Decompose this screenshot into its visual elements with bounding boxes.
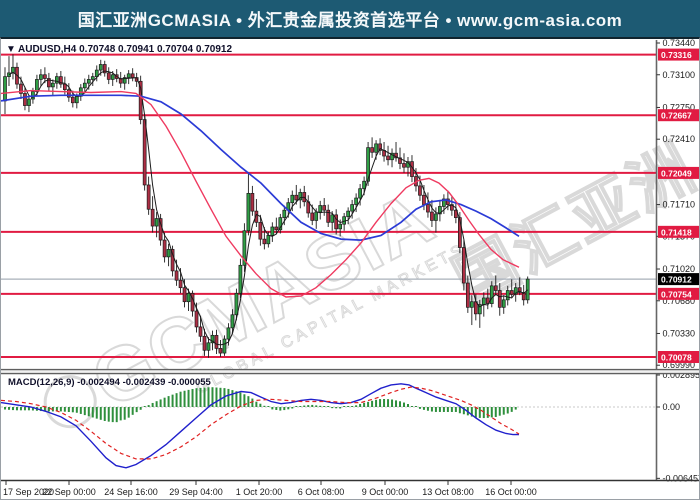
brand-banner: 国汇亚洲GCMASIA • 外汇贵金属投资首选平台 • www.gcm-asia… (0, 0, 700, 37)
svg-text:0.72750: 0.72750 (663, 102, 696, 112)
svg-text:0.73440: 0.73440 (663, 39, 696, 48)
chart-window: GCMASIA GLOBAL CAPITAL MARKETS 国汇亚洲 0.73… (0, 37, 700, 500)
svg-text:0.71020: 0.71020 (663, 264, 696, 274)
price-pane[interactable] (0, 53, 657, 359)
svg-text:0.71710: 0.71710 (663, 200, 696, 210)
macd-indicator-label: MACD(12,26,9) -0.002494 -0.002439 -0.000… (8, 377, 212, 388)
svg-text:0.70078: 0.70078 (661, 353, 692, 363)
svg-text:9 Oct 00:00: 9 Oct 00:00 (362, 487, 409, 497)
svg-text:0.00: 0.00 (663, 402, 681, 412)
svg-text:0.73316: 0.73316 (661, 50, 692, 60)
price-axis[interactable]: 0.734400.731000.727500.724100.717100.713… (655, 38, 700, 480)
brand-banner-text: 国汇亚洲GCMASIA • 外汇贵金属投资首选平台 • www.gcm-asia… (77, 11, 623, 30)
chart-canvas[interactable]: GCMASIA GLOBAL CAPITAL MARKETS 国汇亚洲 0.73… (0, 38, 700, 498)
svg-text:1 Oct 20:00: 1 Oct 20:00 (236, 487, 283, 497)
svg-text:29 Sep 04:00: 29 Sep 04:00 (169, 487, 223, 497)
svg-text:13 Oct 08:00: 13 Oct 08:00 (422, 487, 474, 497)
pane-splitter[interactable] (1, 368, 699, 375)
svg-text:0.72049: 0.72049 (661, 168, 692, 178)
svg-text:6 Oct 08:00: 6 Oct 08:00 (298, 487, 345, 497)
macd-pane[interactable]: 0.002895 0.00 -0.006457 (0, 370, 700, 483)
svg-text:16 Oct 00:00: 16 Oct 00:00 (485, 487, 537, 497)
svg-text:-0.006457: -0.006457 (663, 473, 700, 483)
svg-text:0.70754: 0.70754 (661, 289, 692, 299)
svg-text:0.71418: 0.71418 (661, 227, 692, 237)
svg-text:0.72667: 0.72667 (661, 111, 692, 121)
svg-text:0.70912: 0.70912 (661, 275, 692, 285)
svg-text:0.72410: 0.72410 (663, 134, 696, 144)
svg-text:0.69990: 0.69990 (663, 360, 696, 370)
chart-title: AUDUSD,H4 0.70748 0.70941 0.70704 0.7091… (18, 44, 232, 55)
symbol-dropdown-icon[interactable]: ▼ (6, 44, 16, 55)
svg-text:0.70680: 0.70680 (663, 296, 696, 306)
svg-text:0.73100: 0.73100 (663, 70, 696, 80)
svg-text:0.70330: 0.70330 (663, 328, 696, 338)
svg-text:22 Sep 00:00: 22 Sep 00:00 (42, 487, 96, 497)
svg-text:0.002895: 0.002895 (663, 370, 700, 380)
svg-text:17 Sep 2020: 17 Sep 2020 (3, 487, 54, 497)
svg-text:24 Sep 16:00: 24 Sep 16:00 (104, 487, 158, 497)
